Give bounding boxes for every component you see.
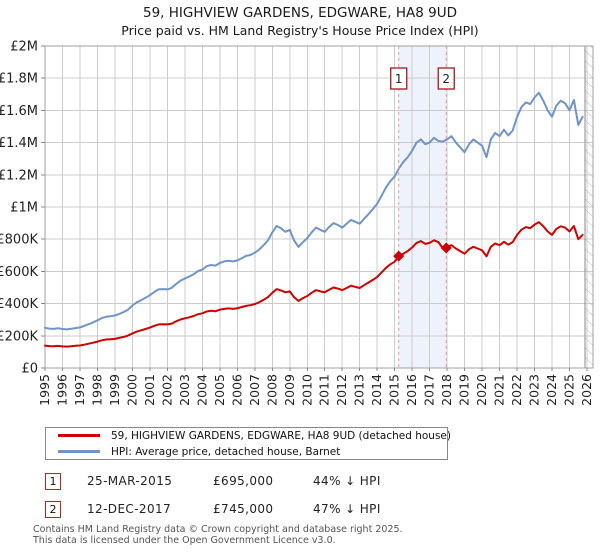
sale-annotation-2: 2 12-DEC-2017 £745,000 47% ↓ HPI — [45, 501, 465, 519]
y-axis-label: £600K — [0, 265, 38, 280]
legend-item-hpi: HPI: Average price, detached house, Barn… — [46, 445, 447, 458]
sale-1-date: 25-MAR-2015 — [87, 474, 173, 488]
sale-2-date: 12-DEC-2017 — [87, 502, 172, 516]
legend-label-property: 59, HIGHVIEW GARDENS, EDGWARE, HA8 9UD (… — [111, 429, 451, 442]
x-axis-label: 2021 — [492, 374, 507, 406]
chart-title: 59, HIGHVIEW GARDENS, EDGWARE, HA8 9UD — [142, 5, 457, 21]
sale-2-marker — [440, 242, 452, 254]
sale-1-marker — [393, 250, 405, 262]
x-axis-label: 2000 — [124, 374, 139, 406]
sale-1-flag-box — [389, 67, 408, 90]
x-axis-label: 2012 — [334, 374, 349, 406]
y-axis-label: £1.2M — [0, 168, 38, 183]
sale-2-flag-box — [437, 67, 455, 90]
x-axis-label: 2001 — [142, 374, 157, 406]
x-axis-label: 2006 — [229, 374, 244, 406]
copyright-footer: Contains HM Land Registry data © Crown c… — [33, 524, 403, 546]
x-axis-label: 2019 — [457, 374, 472, 406]
hpi-line-series — [44, 91, 584, 331]
footer-line-2: This data is licensed under the Open Gov… — [33, 534, 336, 546]
y-axis-label: £400K — [0, 297, 38, 312]
x-axis-label: 2024 — [544, 374, 559, 406]
x-axis-label: 1996 — [54, 374, 69, 406]
x-axis-label: 2007 — [247, 374, 262, 406]
y-axis-label: £1.8M — [0, 72, 38, 87]
axis-ticks — [41, 45, 588, 371]
sale-2-number-badge: 2 — [45, 501, 61, 518]
y-axis-label: £1.6M — [0, 104, 38, 119]
x-axis-label: 2011 — [317, 374, 332, 406]
y-axis-label: £1.4M — [0, 136, 38, 151]
x-axis-label: 1998 — [89, 374, 104, 406]
x-axis-label: 2015 — [387, 374, 402, 406]
sale-2-price: £745,000 — [213, 502, 274, 516]
x-axis-label: 2003 — [177, 374, 192, 406]
property-line-swatch — [58, 434, 100, 437]
sale-annotation-1: 1 25-MAR-2015 £695,000 44% ↓ HPI — [45, 473, 465, 491]
x-axis-label: 2017 — [422, 374, 437, 406]
footer-line-1: Contains HM Land Registry data © Crown c… — [33, 524, 403, 535]
x-axis-label: 2016 — [404, 374, 419, 406]
x-axis-label: 2014 — [369, 374, 384, 406]
sale-2-hpi-delta: 47% ↓ HPI — [313, 502, 381, 516]
sale-1-price: £695,000 — [213, 474, 274, 488]
x-axis-label: 1995 — [37, 374, 52, 406]
property-price-series — [44, 221, 584, 348]
x-axis-label: 1997 — [72, 374, 87, 406]
y-axis-label: £800K — [0, 233, 38, 248]
x-axis-label: 2020 — [474, 374, 489, 406]
hpi-line-swatch — [58, 450, 100, 453]
x-axis-label: 1999 — [107, 374, 122, 406]
legend-item-property: 59, HIGHVIEW GARDENS, EDGWARE, HA8 9UD (… — [46, 429, 451, 442]
no-data-hatch-region — [584, 46, 593, 368]
x-axis-label: 2010 — [299, 374, 314, 406]
y-axis-label: £0 — [21, 362, 38, 377]
x-axis-label: 2026 — [579, 374, 594, 406]
sale-1-hpi-delta: 44% ↓ HPI — [313, 474, 381, 488]
chart-legend: 59, HIGHVIEW GARDENS, EDGWARE, HA8 9UD (… — [45, 427, 451, 460]
y-axis-label: £200K — [0, 329, 38, 344]
x-axis-label: 2025 — [562, 374, 577, 406]
x-axis-label: 2023 — [527, 374, 542, 406]
x-axis-label: 2005 — [212, 374, 227, 406]
x-axis-label: 2002 — [159, 374, 174, 406]
x-axis-label: 2018 — [439, 374, 454, 406]
sale-1-number-badge: 1 — [45, 473, 61, 490]
chart-subtitle: Price paid vs. HM Land Registry's House … — [121, 23, 479, 38]
gridlines — [44, 45, 593, 368]
x-axis-label: 2022 — [509, 374, 524, 406]
x-axis-label: 2009 — [282, 374, 297, 406]
y-axis-label: £1M — [10, 201, 38, 216]
y-axis-label: £2M — [10, 40, 38, 55]
x-axis-label: 2013 — [352, 374, 367, 406]
legend-label-hpi: HPI: Average price, detached house, Barn… — [111, 445, 341, 458]
sale-1-flag-number: 1 — [395, 72, 403, 86]
x-axis-label: 2008 — [264, 374, 279, 406]
price-chart: 1 2 £0 £200K £400K £600K £800K £1M £1.2M £1.4M £1.… — [0, 40, 594, 406]
sale-2-flag-number: 2 — [442, 72, 450, 86]
x-axis-label: 2004 — [194, 374, 209, 406]
